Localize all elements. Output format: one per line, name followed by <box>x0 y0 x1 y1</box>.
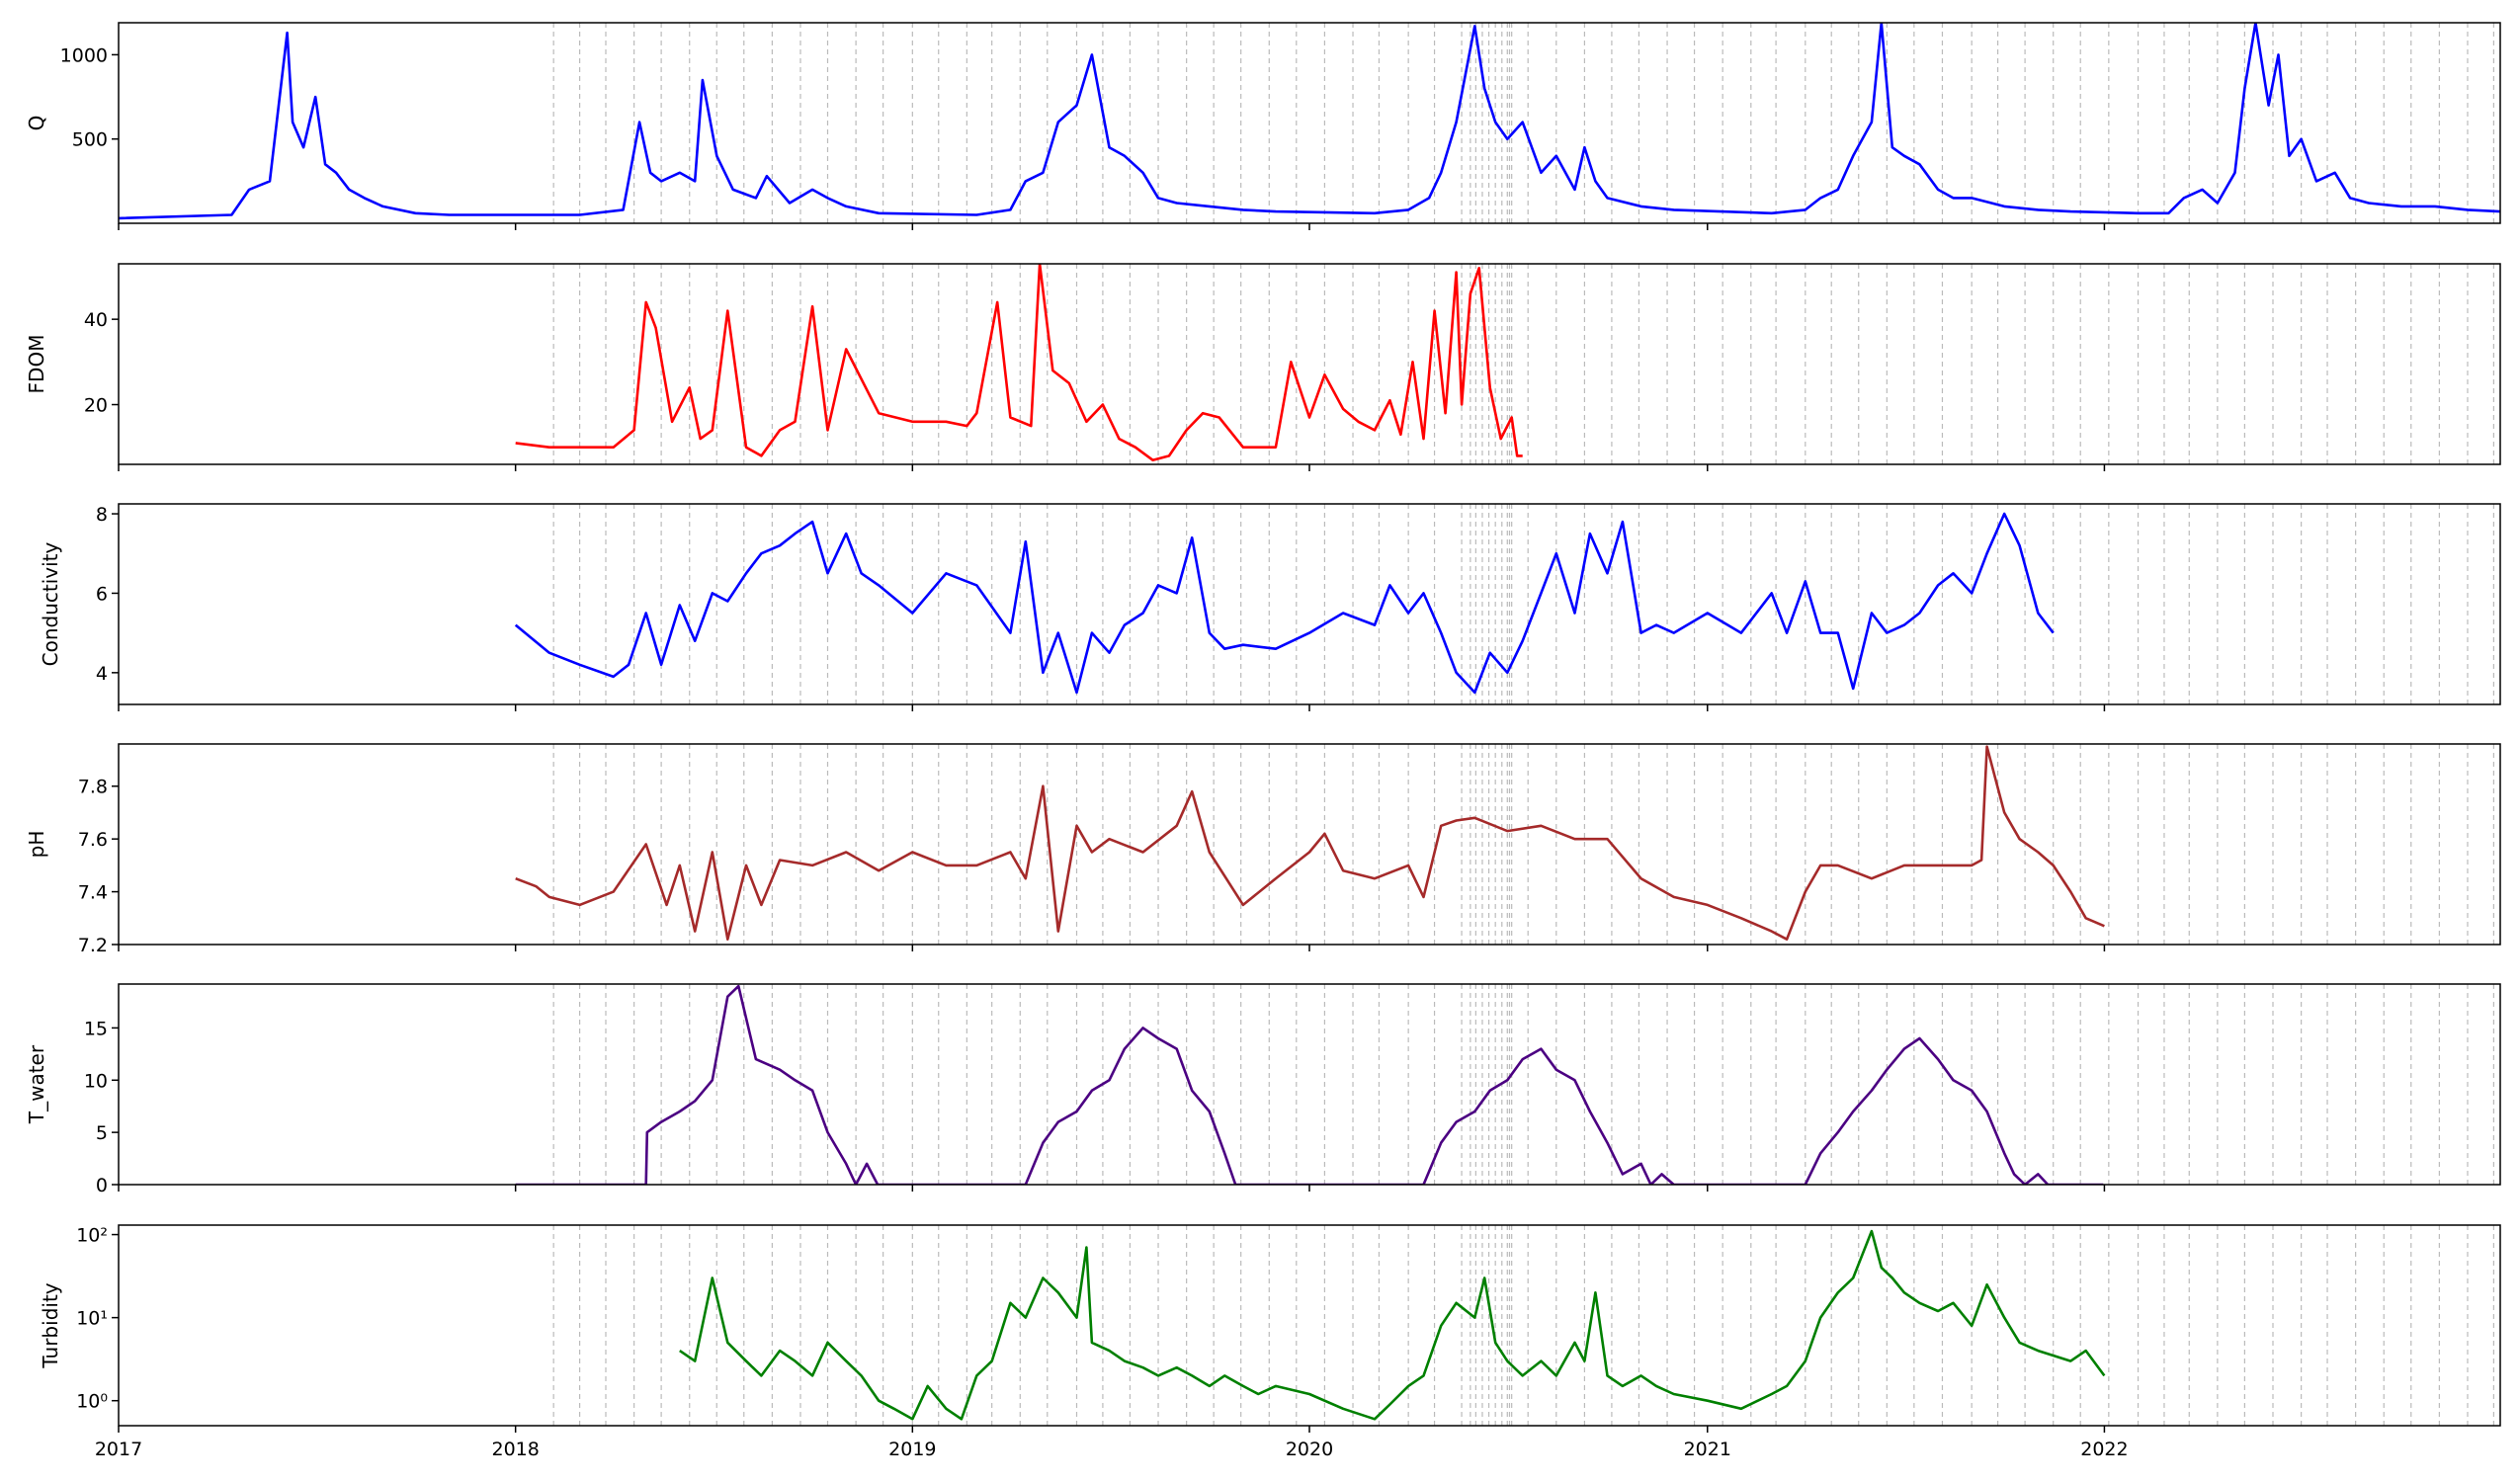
series-line-5 <box>679 1229 2106 1421</box>
x-tick-label: 2021 <box>1684 1439 1731 1460</box>
panel-frame <box>118 983 2501 1186</box>
y-tick-label: 1000 <box>60 44 108 66</box>
series-line-0 <box>119 23 2500 220</box>
y-tick-label: 500 <box>72 129 108 151</box>
y-tick-label: 15 <box>84 1018 108 1039</box>
panel-2: 4 6 8 Conductivity <box>39 503 2501 711</box>
panel-frame <box>118 743 2501 946</box>
y-tick-label: 10¹ <box>76 1308 108 1330</box>
y-tick-label: 40 <box>84 309 108 331</box>
y-axis-label: FDOM <box>25 335 48 394</box>
y-tick-label: 0 <box>96 1175 108 1196</box>
panel-frame <box>118 22 2501 224</box>
y-tick-label: 8 <box>96 504 108 526</box>
y-tick-label: 20 <box>84 395 108 417</box>
panel-frame <box>118 503 2501 705</box>
x-tick-label: 2018 <box>491 1439 539 1460</box>
panel-5: 10⁰ 10¹ 10² 2017 2018 2019 2020 2021 2022 Turbidi… <box>39 1224 2501 1460</box>
panel-frame <box>118 1224 2501 1427</box>
series-line-4 <box>515 984 2104 1185</box>
panel-4: 0 5 10 15 T_water <box>25 983 2501 1196</box>
y-tick-label: 4 <box>96 663 108 685</box>
series-line-3 <box>515 745 2105 942</box>
panel-3: 7.2 7.4 7.6 7.8 pH <box>25 743 2501 956</box>
series-line-2 <box>514 512 2055 695</box>
y-tick-label: 7.6 <box>78 829 108 851</box>
panel-0: 500 1000 Q <box>25 22 2501 230</box>
y-tick-label: 10 <box>84 1070 108 1092</box>
series-line-1 <box>515 264 1523 462</box>
x-tick-label: 2022 <box>2080 1439 2128 1460</box>
x-tick-label: 2020 <box>1286 1439 1333 1460</box>
y-axis-label: pH <box>25 831 48 859</box>
y-axis-label: T_water <box>25 1044 48 1124</box>
y-tick-label: 7.4 <box>78 882 108 904</box>
x-tick-label: 2019 <box>888 1439 936 1460</box>
y-tick-label: 7.8 <box>78 777 108 798</box>
y-tick-label: 6 <box>96 583 108 605</box>
y-tick-label: 10² <box>76 1225 108 1247</box>
y-axis-label: Turbidity <box>39 1282 62 1368</box>
y-tick-label: 10⁰ <box>76 1391 108 1413</box>
panel-frame <box>118 263 2501 465</box>
y-axis-label: Q <box>25 116 48 131</box>
x-tick-label: 2017 <box>95 1439 142 1460</box>
y-tick-label: 7.2 <box>78 935 108 956</box>
panel-1: 20 40 FDOM <box>25 263 2501 471</box>
y-tick-label: 5 <box>96 1122 108 1144</box>
y-axis-label: Conductivity <box>39 541 62 666</box>
